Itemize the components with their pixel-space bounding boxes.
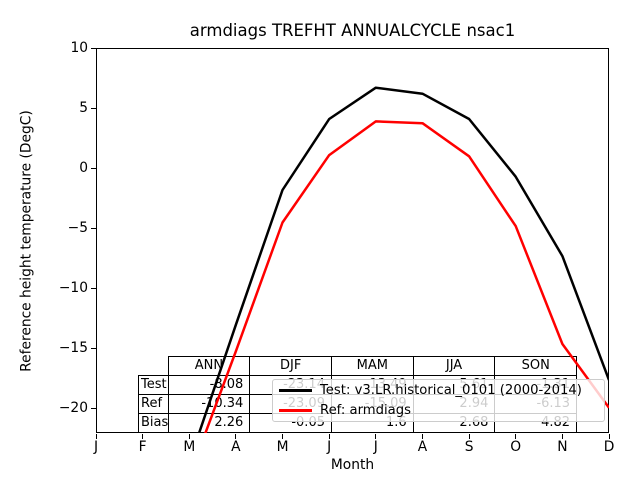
x-tick-label: A xyxy=(231,439,241,455)
y-tick-label: 5 xyxy=(79,99,88,116)
x-tick-label: J xyxy=(93,439,99,455)
x-tick-mark xyxy=(375,434,377,439)
x-tick-mark xyxy=(188,434,190,439)
stats-row-label: Bias xyxy=(138,413,169,434)
x-tick-mark xyxy=(468,434,470,439)
ref-line-sample-icon xyxy=(279,409,312,412)
y-tick-mark xyxy=(91,288,96,290)
legend-label: Ref: armdiags xyxy=(320,403,411,418)
x-tick-mark xyxy=(142,434,144,439)
y-tick-mark xyxy=(91,227,96,229)
y-tick-label: −20 xyxy=(58,400,88,417)
stats-col-header: SON xyxy=(494,356,578,377)
y-tick-label: 10 xyxy=(70,39,88,56)
stats-value-cell: -8.08 xyxy=(167,375,251,396)
y-tick-mark xyxy=(91,107,96,109)
x-tick-mark xyxy=(235,434,237,439)
stats-value-cell: -10.34 xyxy=(167,394,251,415)
x-tick-label: M xyxy=(276,439,289,455)
x-tick-label: D xyxy=(603,439,615,455)
x-tick-label: F xyxy=(138,439,147,455)
y-tick-mark xyxy=(91,348,96,350)
legend-entry: Test: v3.LR.historical_0101 (2000-2014) xyxy=(279,381,604,401)
x-tick-mark xyxy=(328,434,330,439)
x-tick-mark xyxy=(608,434,610,439)
y-tick-label: −10 xyxy=(58,280,88,297)
stats-col-header: JJA xyxy=(412,356,496,377)
x-tick-mark xyxy=(282,434,284,439)
y-tick-label: −15 xyxy=(58,340,88,357)
y-tick-mark xyxy=(91,47,96,49)
stats-value-cell: 2.26 xyxy=(167,413,251,434)
stats-row-label: Ref xyxy=(138,394,169,415)
y-tick-label: −5 xyxy=(67,219,88,236)
legend: Test: v3.LR.historical_0101 (2000-2014) R… xyxy=(272,379,605,422)
x-tick-mark xyxy=(421,434,423,439)
x-tick-mark xyxy=(515,434,517,439)
x-tick-label: M xyxy=(183,439,196,455)
stats-col-header: ANN xyxy=(167,356,251,377)
test-line-sample-icon xyxy=(279,389,312,392)
x-tick-mark xyxy=(95,434,97,439)
stats-row-label: Test xyxy=(138,375,169,396)
legend-label: Test: v3.LR.historical_0101 (2000-2014) xyxy=(320,383,582,398)
x-axis-label: Month xyxy=(330,457,375,473)
y-tick-mark xyxy=(91,167,96,169)
chart-title: armdiags TREFHT ANNUALCYCLE nsac1 xyxy=(189,21,516,40)
x-tick-mark xyxy=(561,434,563,439)
x-tick-label: J xyxy=(373,439,378,455)
x-tick-label: O xyxy=(510,439,522,455)
legend-entry: Ref: armdiags xyxy=(279,401,604,421)
y-tick-mark xyxy=(91,408,96,410)
x-tick-label: N xyxy=(557,439,568,455)
x-tick-label: A xyxy=(417,439,428,455)
y-tick-label: 0 xyxy=(79,159,88,176)
stats-col-header: DJF xyxy=(249,356,332,377)
x-tick-label: S xyxy=(464,439,474,455)
x-tick-label: J xyxy=(327,439,332,455)
y-axis-label: Reference height temperature (DegC) xyxy=(18,110,35,372)
stats-col-header: MAM xyxy=(331,356,414,377)
